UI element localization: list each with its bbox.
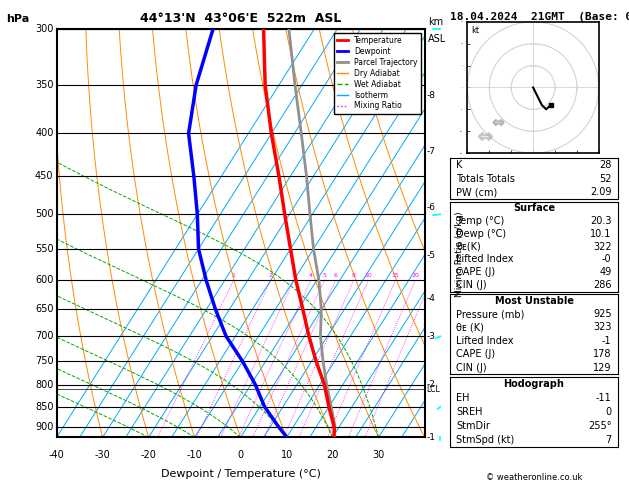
- Text: Pressure (mb): Pressure (mb): [457, 309, 525, 319]
- Text: 49: 49: [599, 267, 611, 278]
- Text: θᴇ (K): θᴇ (K): [457, 322, 484, 332]
- Text: 700: 700: [35, 331, 53, 341]
- Text: -11: -11: [596, 393, 611, 403]
- Text: 1: 1: [231, 273, 235, 278]
- Text: PW (cm): PW (cm): [457, 188, 498, 197]
- Text: ASL: ASL: [428, 34, 446, 44]
- Text: StmSpd (kt): StmSpd (kt): [457, 435, 515, 445]
- Text: -40: -40: [48, 450, 65, 460]
- Text: km: km: [428, 17, 443, 27]
- Text: -3: -3: [426, 332, 435, 341]
- Text: 8: 8: [352, 273, 355, 278]
- Text: 18.04.2024  21GMT  (Base: 06): 18.04.2024 21GMT (Base: 06): [450, 12, 629, 22]
- Text: 600: 600: [35, 276, 53, 285]
- Text: 350: 350: [35, 80, 53, 90]
- Text: © weatheronline.co.uk: © weatheronline.co.uk: [486, 473, 582, 482]
- Text: 286: 286: [593, 280, 611, 290]
- Text: -5: -5: [426, 251, 435, 260]
- Text: θᴇ(K): θᴇ(K): [457, 242, 481, 252]
- Text: -10: -10: [187, 450, 203, 460]
- Legend: Temperature, Dewpoint, Parcel Trajectory, Dry Adiabat, Wet Adiabat, Isotherm, Mi: Temperature, Dewpoint, Parcel Trajectory…: [333, 33, 421, 114]
- Text: 322: 322: [593, 242, 611, 252]
- Text: -20: -20: [141, 450, 157, 460]
- Text: CAPE (J): CAPE (J): [457, 349, 496, 359]
- Text: 6: 6: [333, 273, 338, 278]
- Text: -30: -30: [95, 450, 111, 460]
- Text: LCL: LCL: [426, 385, 440, 394]
- Text: 178: 178: [593, 349, 611, 359]
- Text: 650: 650: [35, 305, 53, 314]
- Text: CIN (J): CIN (J): [457, 280, 487, 290]
- Text: -7: -7: [426, 147, 435, 156]
- Text: Mixing Ratio (g/kg): Mixing Ratio (g/kg): [455, 211, 464, 296]
- Text: 44°13'N  43°06'E  522m  ASL: 44°13'N 43°06'E 522m ASL: [140, 12, 342, 25]
- Text: Dewp (°C): Dewp (°C): [457, 229, 506, 239]
- Text: StmDir: StmDir: [457, 421, 491, 431]
- Text: 4: 4: [309, 273, 313, 278]
- Text: 30: 30: [372, 450, 385, 460]
- Text: 3: 3: [292, 273, 296, 278]
- Text: Lifted Index: Lifted Index: [457, 255, 514, 264]
- Text: 255°: 255°: [588, 421, 611, 431]
- Text: 10: 10: [281, 450, 292, 460]
- Text: CIN (J): CIN (J): [457, 363, 487, 373]
- Text: Hodograph: Hodograph: [504, 379, 564, 389]
- Text: 925: 925: [593, 309, 611, 319]
- Text: 850: 850: [35, 402, 53, 412]
- Text: -6: -6: [426, 203, 435, 211]
- Text: Lifted Index: Lifted Index: [457, 336, 514, 346]
- Text: 300: 300: [35, 24, 53, 34]
- Text: 750: 750: [35, 356, 53, 366]
- Text: Dewpoint / Temperature (°C): Dewpoint / Temperature (°C): [160, 469, 321, 479]
- Text: 900: 900: [35, 422, 53, 433]
- Text: 15: 15: [391, 273, 399, 278]
- Text: Totals Totals: Totals Totals: [457, 174, 515, 184]
- Text: 5: 5: [323, 273, 326, 278]
- Text: 0: 0: [606, 407, 611, 417]
- Text: 2.09: 2.09: [590, 188, 611, 197]
- Text: 323: 323: [593, 322, 611, 332]
- Text: 550: 550: [35, 244, 53, 254]
- Text: K: K: [457, 160, 463, 170]
- Text: -1: -1: [426, 433, 435, 442]
- Text: 400: 400: [35, 128, 53, 139]
- Text: 10: 10: [364, 273, 372, 278]
- Text: 52: 52: [599, 174, 611, 184]
- Text: 10.1: 10.1: [590, 229, 611, 239]
- Text: -0: -0: [602, 255, 611, 264]
- Text: 20.3: 20.3: [590, 216, 611, 226]
- Text: hPa: hPa: [6, 14, 30, 24]
- Text: SREH: SREH: [457, 407, 483, 417]
- Text: 28: 28: [599, 160, 611, 170]
- Text: 129: 129: [593, 363, 611, 373]
- Text: Surface: Surface: [513, 203, 555, 213]
- Text: 7: 7: [605, 435, 611, 445]
- Text: 800: 800: [35, 380, 53, 390]
- Text: -2: -2: [426, 380, 435, 389]
- Text: Temp (°C): Temp (°C): [457, 216, 504, 226]
- Text: 20: 20: [326, 450, 339, 460]
- Text: -1: -1: [602, 336, 611, 346]
- Text: EH: EH: [457, 393, 470, 403]
- Text: 20: 20: [411, 273, 419, 278]
- Text: 2: 2: [269, 273, 273, 278]
- Text: Most Unstable: Most Unstable: [494, 295, 574, 306]
- Text: 0: 0: [238, 450, 243, 460]
- Text: 450: 450: [35, 171, 53, 181]
- Text: kt: kt: [471, 26, 479, 35]
- Text: -4: -4: [426, 294, 435, 303]
- Text: 500: 500: [35, 209, 53, 219]
- Text: -8: -8: [426, 91, 435, 100]
- Text: CAPE (J): CAPE (J): [457, 267, 496, 278]
